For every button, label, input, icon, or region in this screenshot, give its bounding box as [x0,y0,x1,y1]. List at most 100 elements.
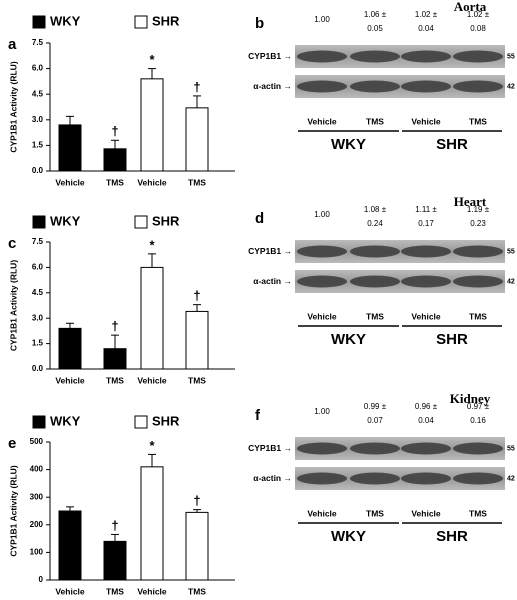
blot-band [401,275,451,288]
band-ratio: 0.99 ± [364,402,387,411]
significance-mark: † [111,518,118,533]
band-ratio: 1.00 [314,15,330,24]
panel-title: Aorta [454,0,487,14]
legend-swatch [32,15,46,29]
significance-mark: * [149,237,155,252]
band-size: 42 kDa [507,278,517,285]
y-tick-label: 200 [30,520,44,529]
blot-band [350,275,400,288]
band-ratio: 0.04 [418,24,434,33]
lane-label: Vehicle [411,311,441,321]
band-ratio: 0.23 [470,219,486,228]
blot-band [297,275,347,288]
x-tick-label: TMS [188,375,206,385]
legend-label: SHR [152,213,180,228]
x-tick-label: TMS [106,586,124,596]
band-size: 55 kDa [507,445,517,452]
blot-band [453,50,503,63]
legend-swatch [134,415,148,429]
lane-label: Vehicle [411,508,441,518]
legend-swatch [32,415,46,429]
legend-label: WKY [50,413,81,428]
bar [58,327,82,370]
blot-band [297,50,347,63]
y-axis-label: CYP1B1 Activity (RLU) [8,61,18,152]
lane-label: TMS [366,116,384,126]
significance-mark: * [149,438,155,453]
band-ratio: 0.96 ± [415,402,438,411]
legend-swatch [134,15,148,29]
band-ratio: 1.11 ± [415,205,437,214]
bar [103,348,127,370]
blot-band [350,50,400,63]
y-tick-label: 0.0 [32,364,44,373]
significance-mark: † [193,493,200,508]
y-axis-label: CYP1B1 Activity (RLU) [8,260,18,351]
y-tick-label: 500 [30,437,44,446]
blot-band [350,80,400,93]
blot-band [453,245,503,258]
blot-band [401,80,451,93]
bar [185,310,209,370]
panel-title: Heart [454,194,487,209]
y-tick-label: 3.0 [32,313,44,322]
y-tick-label: 400 [30,465,44,474]
lane-label: Vehicle [307,311,337,321]
band-label: CYP1B1 → [248,246,292,256]
y-tick-label: 0.0 [32,166,44,175]
bar [140,466,164,581]
group-label: SHR [436,136,468,153]
significance-mark: † [193,288,200,303]
band-ratio: 1.02 ± [415,10,438,19]
band-ratio: 0.16 [470,416,486,425]
blot-band [297,245,347,258]
band-label: CYP1B1 → [248,443,292,453]
y-tick-label: 6.0 [32,64,44,73]
x-tick-label: Vehicle [55,375,85,385]
group-label: WKY [331,528,366,545]
x-tick-label: TMS [106,177,124,187]
legend-label: WKY [50,13,81,28]
group-label: WKY [331,136,366,153]
group-label: SHR [436,331,468,348]
band-label: α-actin → [253,81,292,91]
y-tick-label: 1.5 [32,141,44,150]
lane-label: TMS [366,311,384,321]
blot-band [453,442,503,455]
band-size: 42 kDa [507,475,517,482]
band-ratio: 0.08 [470,24,486,33]
blot-band [401,472,451,485]
x-tick-label: TMS [188,586,206,596]
y-tick-label: 6.0 [32,263,44,272]
band-ratio: 0.07 [367,416,383,425]
panel-label: c [8,235,16,252]
y-tick-label: 3.0 [32,115,44,124]
band-ratio: 0.24 [367,219,383,228]
x-tick-label: Vehicle [137,177,167,187]
legend-swatch [32,215,46,229]
y-tick-label: 4.5 [32,89,44,98]
lane-label: TMS [469,311,487,321]
band-ratio: 0.17 [418,219,434,228]
band-size: 42 kDa [507,83,517,90]
bar [140,78,164,172]
lane-label: TMS [366,508,384,518]
band-size: 55 kDa [507,53,517,60]
legend-label: SHR [152,13,180,28]
band-ratio: 1.08 ± [364,205,387,214]
y-tick-label: 1.5 [32,339,44,348]
blot-band [297,442,347,455]
y-tick-label: 4.5 [32,288,44,297]
bar [185,107,209,172]
blot-band [350,472,400,485]
band-ratio: 1.00 [314,210,330,219]
x-tick-label: TMS [188,177,206,187]
panel-label: a [8,36,17,53]
blot-band [350,442,400,455]
group-label: SHR [436,528,468,545]
panel-label: b [255,15,264,32]
lane-label: TMS [469,508,487,518]
band-label: α-actin → [253,473,292,483]
y-tick-label: 7.5 [32,38,44,47]
